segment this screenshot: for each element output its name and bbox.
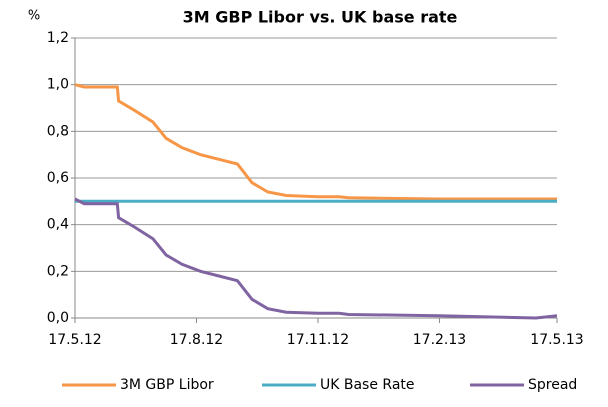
y-tick-label: 1,2 bbox=[47, 30, 69, 46]
x-tick-label: 17.5.13 bbox=[530, 332, 583, 348]
y-tick-label: 0,0 bbox=[47, 310, 69, 326]
line-series bbox=[74, 83, 557, 201]
x-tick-label: 17.11.12 bbox=[287, 332, 349, 348]
y-tick-label: 0,8 bbox=[47, 123, 69, 139]
x-tick-label: 17.8.12 bbox=[170, 332, 223, 348]
legend-label: UK Base Rate bbox=[320, 377, 415, 393]
x-tick-label: 17.2.13 bbox=[413, 332, 466, 348]
y-tick-label: 0,6 bbox=[47, 170, 69, 186]
y-tick-label: 0,2 bbox=[47, 263, 69, 279]
y-axis-label: % bbox=[28, 9, 40, 24]
chart-title: 3M GBP Libor vs. UK base rate bbox=[183, 8, 458, 27]
legend-label: Spread bbox=[528, 377, 577, 393]
legend-label: 3M GBP Libor bbox=[120, 377, 214, 393]
y-tick-label: 1,0 bbox=[47, 77, 69, 93]
line-series bbox=[74, 197, 558, 320]
x-tick-label: 17.5.12 bbox=[48, 332, 101, 348]
y-tick-label: 0,4 bbox=[47, 217, 69, 233]
